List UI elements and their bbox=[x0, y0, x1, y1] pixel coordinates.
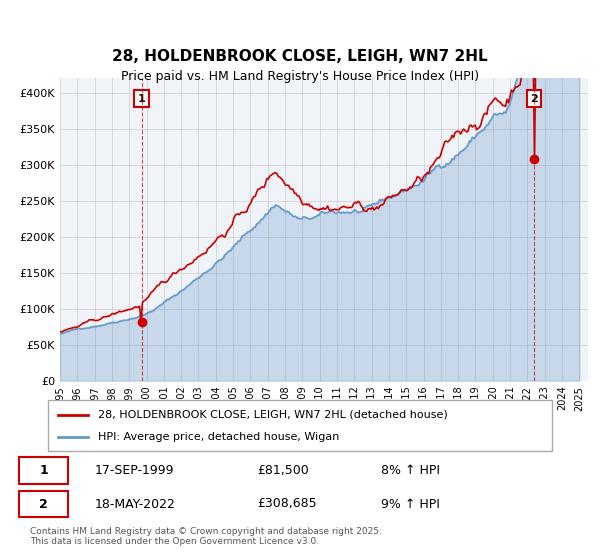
Text: HPI: Average price, detached house, Wigan: HPI: Average price, detached house, Wiga… bbox=[98, 432, 340, 442]
Text: Contains HM Land Registry data © Crown copyright and database right 2025.
This d: Contains HM Land Registry data © Crown c… bbox=[30, 526, 382, 546]
Text: 17-SEP-1999: 17-SEP-1999 bbox=[95, 464, 175, 477]
Text: £81,500: £81,500 bbox=[257, 464, 308, 477]
Text: 28, HOLDENBROOK CLOSE, LEIGH, WN7 2HL (detached house): 28, HOLDENBROOK CLOSE, LEIGH, WN7 2HL (d… bbox=[98, 409, 448, 419]
Text: 1: 1 bbox=[137, 94, 145, 104]
FancyBboxPatch shape bbox=[48, 400, 552, 451]
Text: 28, HOLDENBROOK CLOSE, LEIGH, WN7 2HL: 28, HOLDENBROOK CLOSE, LEIGH, WN7 2HL bbox=[112, 49, 488, 64]
Text: 1: 1 bbox=[39, 464, 48, 477]
FancyBboxPatch shape bbox=[19, 457, 68, 484]
Text: Price paid vs. HM Land Registry's House Price Index (HPI): Price paid vs. HM Land Registry's House … bbox=[121, 70, 479, 83]
Text: 8% ↑ HPI: 8% ↑ HPI bbox=[381, 464, 440, 477]
Text: 2: 2 bbox=[39, 497, 48, 511]
Text: 9% ↑ HPI: 9% ↑ HPI bbox=[381, 497, 440, 511]
Text: £308,685: £308,685 bbox=[257, 497, 316, 511]
Text: 18-MAY-2022: 18-MAY-2022 bbox=[95, 497, 176, 511]
Text: 2: 2 bbox=[530, 94, 538, 104]
FancyBboxPatch shape bbox=[19, 491, 68, 517]
